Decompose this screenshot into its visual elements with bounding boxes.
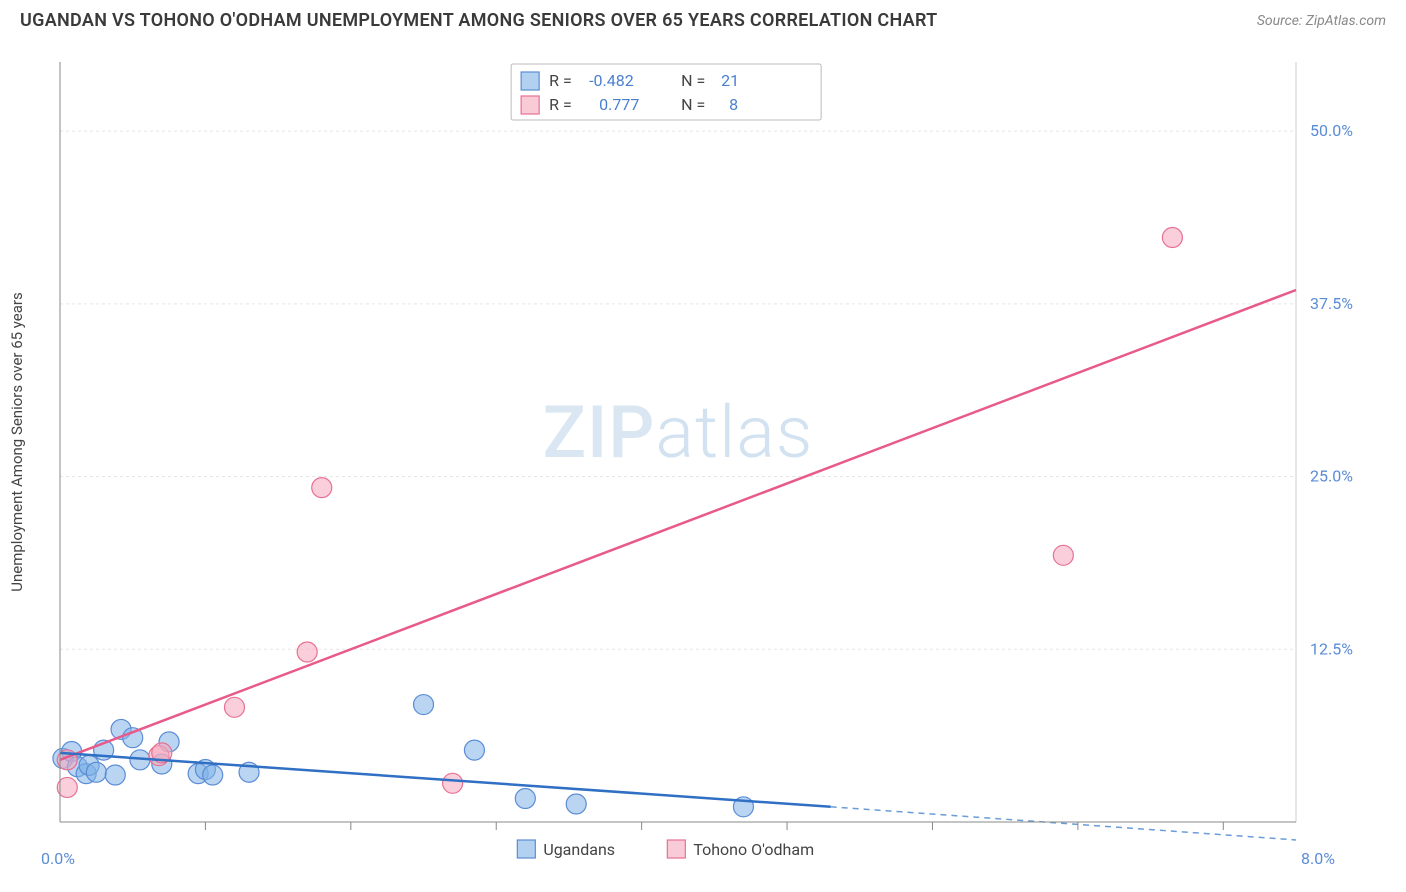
data-point-ugandans <box>203 765 223 785</box>
series-label-tohono: Tohono O'odham <box>693 840 814 859</box>
data-point-ugandans <box>464 740 484 760</box>
series-swatch-ugandans <box>517 840 535 858</box>
y-tick-label: 37.5% <box>1310 294 1353 313</box>
header-bar: UGANDAN VS TOHONO O'ODHAM UNEMPLOYMENT A… <box>0 0 1406 35</box>
legend-n-prefix: N = <box>681 71 705 90</box>
y-axis-label: Unemployment Among Seniors over 65 years <box>8 292 26 591</box>
legend-n-tohono: 8 <box>729 95 738 114</box>
series-swatch-tohono <box>667 840 685 858</box>
data-point-ugandans <box>515 789 535 809</box>
data-point-tohono <box>1162 227 1182 247</box>
data-point-tohono <box>297 642 317 662</box>
watermark: ZIPatlas <box>543 390 814 475</box>
correlation-chart: 12.5% 25.0% 37.5% 50.0% ZIPatlas 0.0% 8.0% R =-… <box>0 42 1406 892</box>
data-point-tohono <box>443 773 463 793</box>
y-tick-label: 50.0% <box>1310 121 1353 140</box>
chart-container: Unemployment Among Seniors over 65 years… <box>0 42 1406 892</box>
source-attribution: Source: ZipAtlas.com <box>1257 13 1386 29</box>
series-label-ugandans: Ugandans <box>543 840 615 859</box>
legend-swatch-ugandans <box>521 72 539 90</box>
data-point-ugandans <box>105 765 125 785</box>
regression-line-tohono <box>60 290 1296 760</box>
legend-n-prefix: N = <box>681 95 705 114</box>
x-tick-label: 0.0% <box>41 849 75 868</box>
data-point-tohono <box>312 478 332 498</box>
regression-line-ugandans <box>60 753 831 807</box>
data-point-ugandans <box>566 794 586 814</box>
x-tick-label: 8.0% <box>1301 849 1335 868</box>
y-tick-label: 25.0% <box>1310 467 1353 486</box>
data-point-tohono <box>224 697 244 717</box>
legend-r-tohono: 0.777 <box>599 95 639 114</box>
data-point-tohono <box>1053 545 1073 565</box>
y-tick-label: 12.5% <box>1310 639 1353 658</box>
legend-swatch-tohono <box>521 96 539 114</box>
legend-n-ugandans: 21 <box>721 71 739 90</box>
legend-r-ugandans: -0.482 <box>589 71 634 90</box>
regression-extrapolation-ugandans <box>831 807 1296 840</box>
chart-title: UGANDAN VS TOHONO O'ODHAM UNEMPLOYMENT A… <box>20 10 938 31</box>
data-point-ugandans <box>86 762 106 782</box>
legend-r-prefix: R = <box>549 95 572 114</box>
data-point-ugandans <box>414 695 434 715</box>
legend-r-prefix: R = <box>549 71 572 90</box>
